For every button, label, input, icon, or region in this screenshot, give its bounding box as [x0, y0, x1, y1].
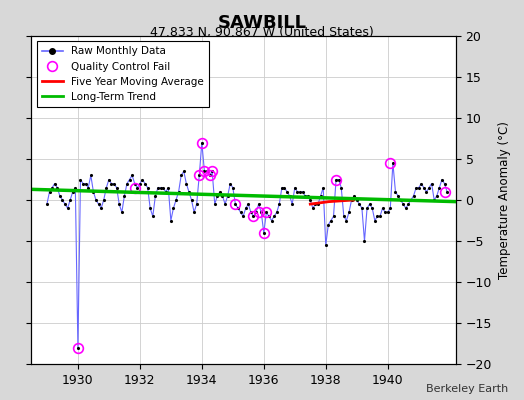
Text: 47.833 N, 90.867 W (United States): 47.833 N, 90.867 W (United States)	[150, 26, 374, 39]
Text: SAWBILL: SAWBILL	[217, 14, 307, 32]
Legend: Raw Monthly Data, Quality Control Fail, Five Year Moving Average, Long-Term Tren: Raw Monthly Data, Quality Control Fail, …	[37, 41, 209, 107]
Text: Berkeley Earth: Berkeley Earth	[426, 384, 508, 394]
Y-axis label: Temperature Anomaly (°C): Temperature Anomaly (°C)	[497, 121, 510, 279]
